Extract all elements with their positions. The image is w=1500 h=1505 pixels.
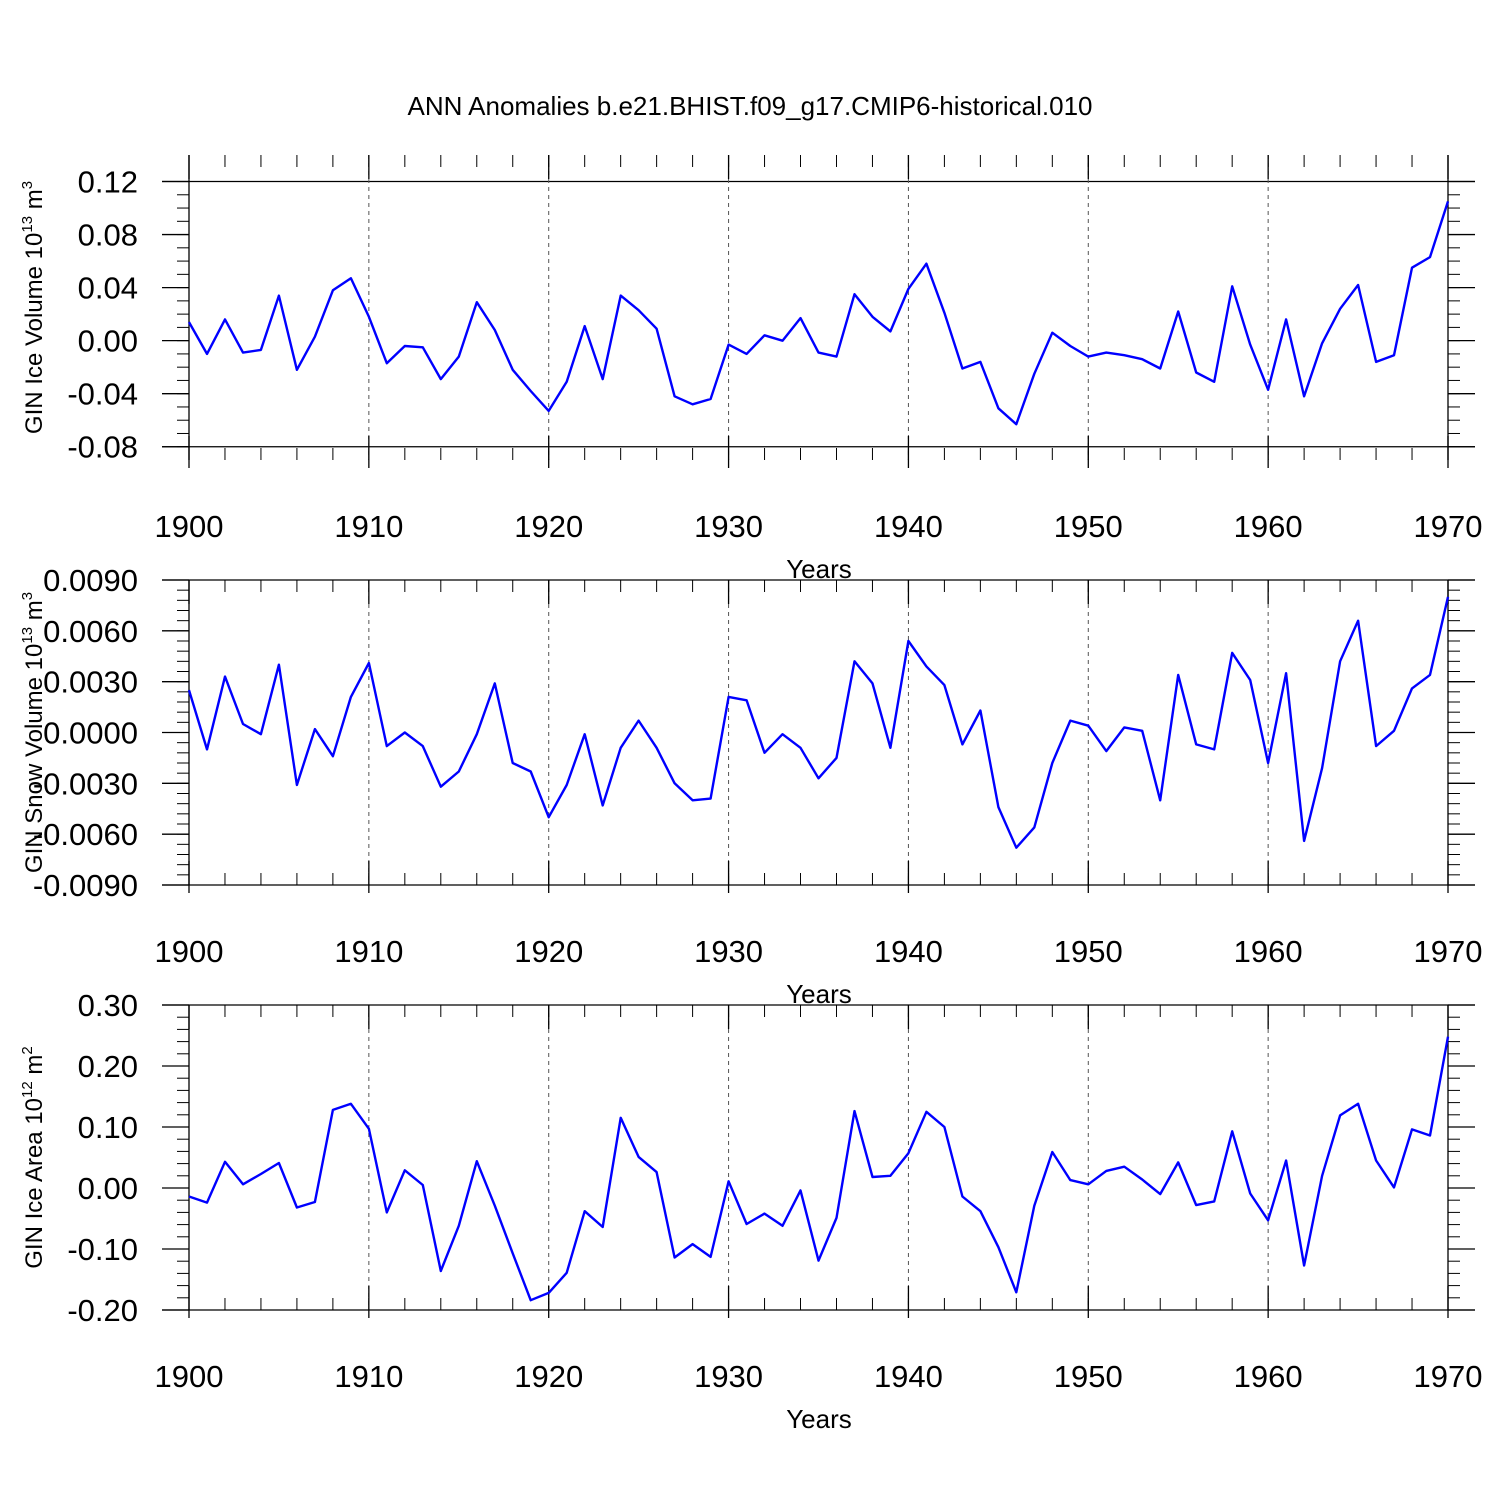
x-tick-label: 1950 bbox=[1054, 1359, 1123, 1394]
x-tick-label: 1960 bbox=[1234, 509, 1303, 544]
y-tick-label: 0.00 bbox=[78, 324, 138, 359]
x-tick-label: 1960 bbox=[1234, 1359, 1303, 1394]
y-tick-label: -0.04 bbox=[67, 377, 138, 412]
y-tick-label: 0.10 bbox=[78, 1110, 138, 1145]
x-tick-label: 1920 bbox=[514, 509, 583, 544]
x-tick-label: 1940 bbox=[874, 509, 943, 544]
y-tick-label: 0.04 bbox=[78, 271, 138, 306]
y-tick-label: 0.0090 bbox=[43, 563, 138, 598]
x-tick-label: 1930 bbox=[694, 934, 763, 969]
x-tick-label: 1970 bbox=[1414, 934, 1483, 969]
y-axis-label: GIN Snow Volume 1013 m3 bbox=[19, 592, 48, 873]
x-tick-label: 1940 bbox=[874, 934, 943, 969]
x-axis-label: Years bbox=[786, 1404, 852, 1434]
chart-panel-3: -0.20 -0.10 0.00 0.10 0.20 0.30 1900 1910 1920 19… bbox=[19, 988, 1482, 1434]
y-tick-label: -0.0060 bbox=[33, 817, 138, 852]
x-tick-label: 1950 bbox=[1054, 509, 1123, 544]
x-tick-label: 1920 bbox=[514, 1359, 583, 1394]
y-tick-label: 0.0030 bbox=[43, 665, 138, 700]
series-line bbox=[187, 596, 1450, 849]
series-line bbox=[188, 1036, 1450, 1302]
y-tick-label: -0.20 bbox=[67, 1293, 138, 1328]
x-tick-label: 1960 bbox=[1234, 934, 1303, 969]
x-tick-label: 1970 bbox=[1414, 509, 1483, 544]
series-line bbox=[187, 201, 1450, 426]
x-tick-label: 1920 bbox=[514, 934, 583, 969]
x-tick-label: 1900 bbox=[155, 934, 224, 969]
x-tick-label: 1930 bbox=[694, 509, 763, 544]
y-tick-label: 0.30 bbox=[78, 988, 138, 1023]
y-tick-label: -0.08 bbox=[67, 430, 138, 465]
chart-title: ANN Anomalies b.e21.BHIST.f09_g17.CMIP6-… bbox=[407, 91, 1092, 121]
x-tick-label: 1910 bbox=[334, 509, 403, 544]
x-tick-label: 1950 bbox=[1054, 934, 1123, 969]
x-tick-label: 1930 bbox=[694, 1359, 763, 1394]
y-tick-label: 0.00 bbox=[78, 1171, 138, 1206]
y-tick-label: -0.0030 bbox=[33, 766, 138, 801]
chart-panel-2: -0.0090 -0.0060 -0.0030 0.0000 0.0030 0.0060 0… bbox=[19, 563, 1482, 1009]
y-axis-label: GIN Ice Area 1012 m2 bbox=[19, 1046, 48, 1268]
x-axis-label: Years bbox=[786, 554, 852, 584]
x-tick-label: 1940 bbox=[874, 1359, 943, 1394]
y-tick-label: 0.12 bbox=[78, 165, 138, 200]
y-axis-label: GIN Ice Volume 1013 m3 bbox=[19, 181, 48, 434]
x-tick-label: 1910 bbox=[334, 1359, 403, 1394]
x-tick-label: 1900 bbox=[155, 509, 224, 544]
chart-panel-1: -0.08 -0.04 0.00 0.04 0.08 0.12 1900 1910 1920 19… bbox=[19, 155, 1482, 584]
y-tick-label: 0.08 bbox=[78, 218, 138, 253]
y-tick-label: -0.0090 bbox=[33, 868, 138, 903]
y-tick-label: -0.10 bbox=[67, 1232, 138, 1267]
x-tick-label: 1970 bbox=[1414, 1359, 1483, 1394]
x-tick-label: 1900 bbox=[155, 1359, 224, 1394]
y-tick-label: 0.0000 bbox=[43, 716, 138, 751]
x-tick-label: 1910 bbox=[334, 934, 403, 969]
x-axis-label: Years bbox=[786, 979, 852, 1009]
y-tick-label: 0.0060 bbox=[43, 614, 138, 649]
y-tick-label: 0.20 bbox=[78, 1049, 138, 1084]
